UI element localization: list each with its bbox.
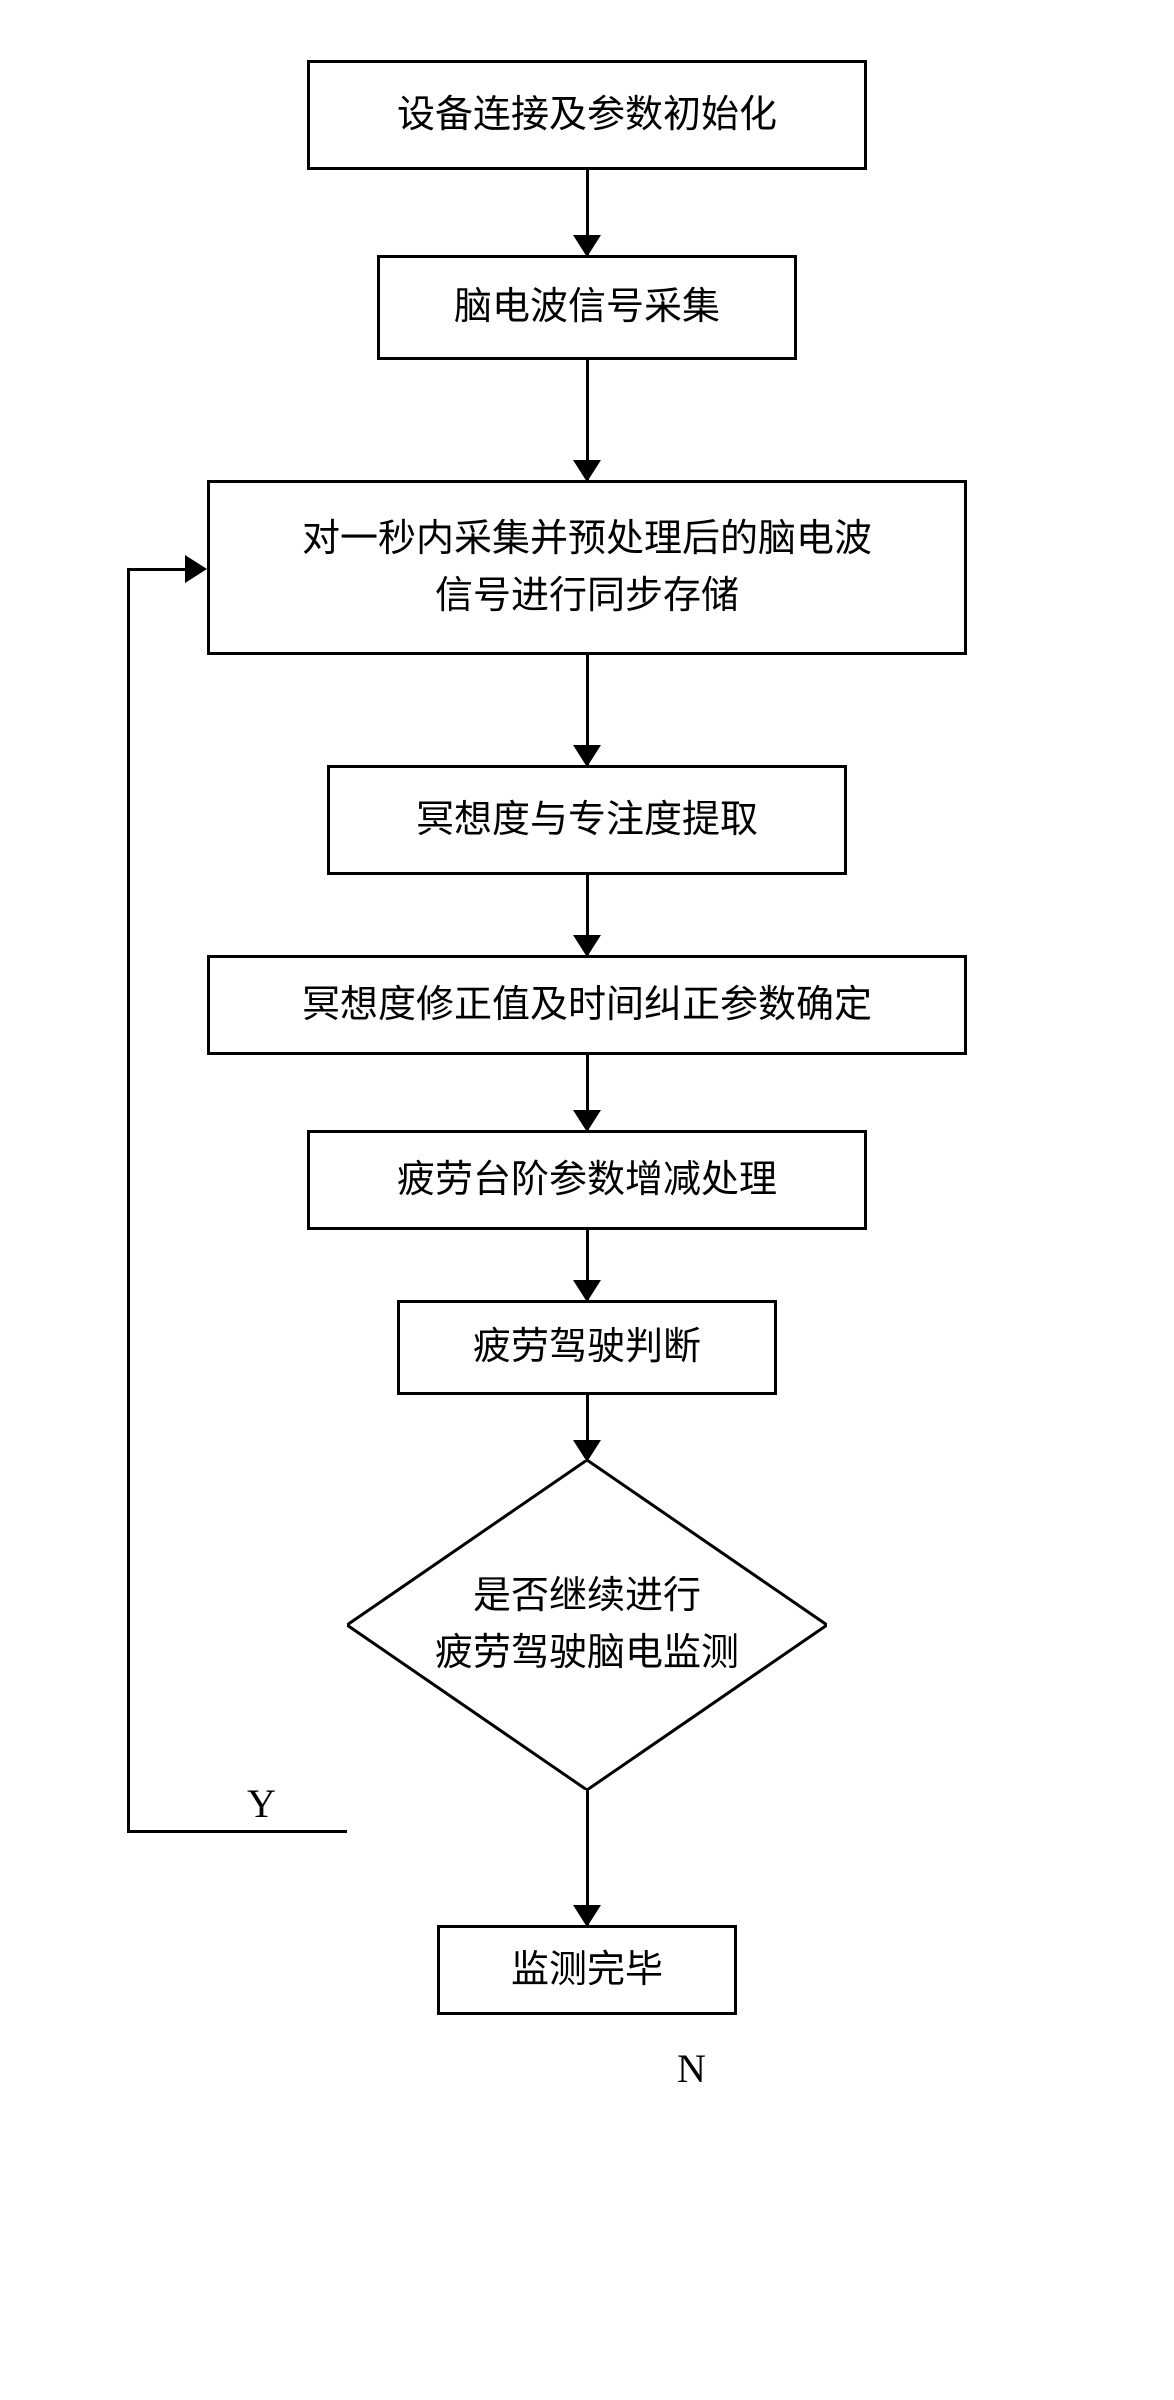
node-step-adjust-label: 疲劳台阶参数增减处理	[397, 1152, 777, 1209]
node-decision-line1: 是否继续进行	[435, 1568, 739, 1625]
node-acquire: 脑电波信号采集	[377, 255, 797, 360]
feedback-edge-bottom	[127, 1830, 347, 1833]
edge-4-5	[586, 875, 589, 955]
node-acquire-label: 脑电波信号采集	[454, 279, 720, 336]
edge-1-2	[586, 170, 589, 255]
node-init-label: 设备连接及参数初始化	[397, 87, 777, 144]
node-decision-text: 是否继续进行 疲劳驾驶脑电监测	[435, 1568, 739, 1682]
node-decision: 是否继续进行 疲劳驾驶脑电监测	[347, 1460, 827, 1790]
node-end-label: 监测完毕	[511, 1942, 663, 1999]
node-store: 对一秒内采集并预处理后的脑电波 信号进行同步存储	[207, 480, 967, 655]
edge-2-3	[586, 360, 589, 480]
edge-6-7	[586, 1230, 589, 1300]
node-init: 设备连接及参数初始化	[307, 60, 867, 170]
node-correction-label: 冥想度修正值及时间纠正参数确定	[302, 977, 872, 1034]
node-judge-label: 疲劳驾驶判断	[473, 1319, 701, 1376]
edge-5-6	[586, 1055, 589, 1130]
node-step-adjust: 疲劳台阶参数增减处理	[307, 1130, 867, 1230]
feedback-arrowhead	[185, 555, 207, 583]
node-store-line1: 对一秒内采集并预处理后的脑电波	[302, 511, 872, 568]
label-no: N	[677, 2045, 706, 2092]
edge-3-4	[586, 655, 589, 765]
node-judge: 疲劳驾驶判断	[397, 1300, 777, 1395]
node-end: 监测完毕	[437, 1925, 737, 2015]
node-correction: 冥想度修正值及时间纠正参数确定	[207, 955, 967, 1055]
node-store-text: 对一秒内采集并预处理后的脑电波 信号进行同步存储	[302, 511, 872, 625]
edge-7-8	[586, 1395, 589, 1460]
node-store-line2: 信号进行同步存储	[302, 568, 872, 625]
flowchart-container: 设备连接及参数初始化 脑电波信号采集 对一秒内采集并预处理后的脑电波 信号进行同…	[137, 60, 1037, 2015]
label-yes: Y	[247, 1780, 276, 1827]
node-decision-line2: 疲劳驾驶脑电监测	[435, 1625, 739, 1682]
feedback-edge-vertical	[127, 568, 130, 1833]
feedback-edge-top	[127, 568, 187, 571]
node-extract-label: 冥想度与专注度提取	[416, 792, 758, 849]
node-extract: 冥想度与专注度提取	[327, 765, 847, 875]
edge-8-9	[586, 1790, 589, 1925]
